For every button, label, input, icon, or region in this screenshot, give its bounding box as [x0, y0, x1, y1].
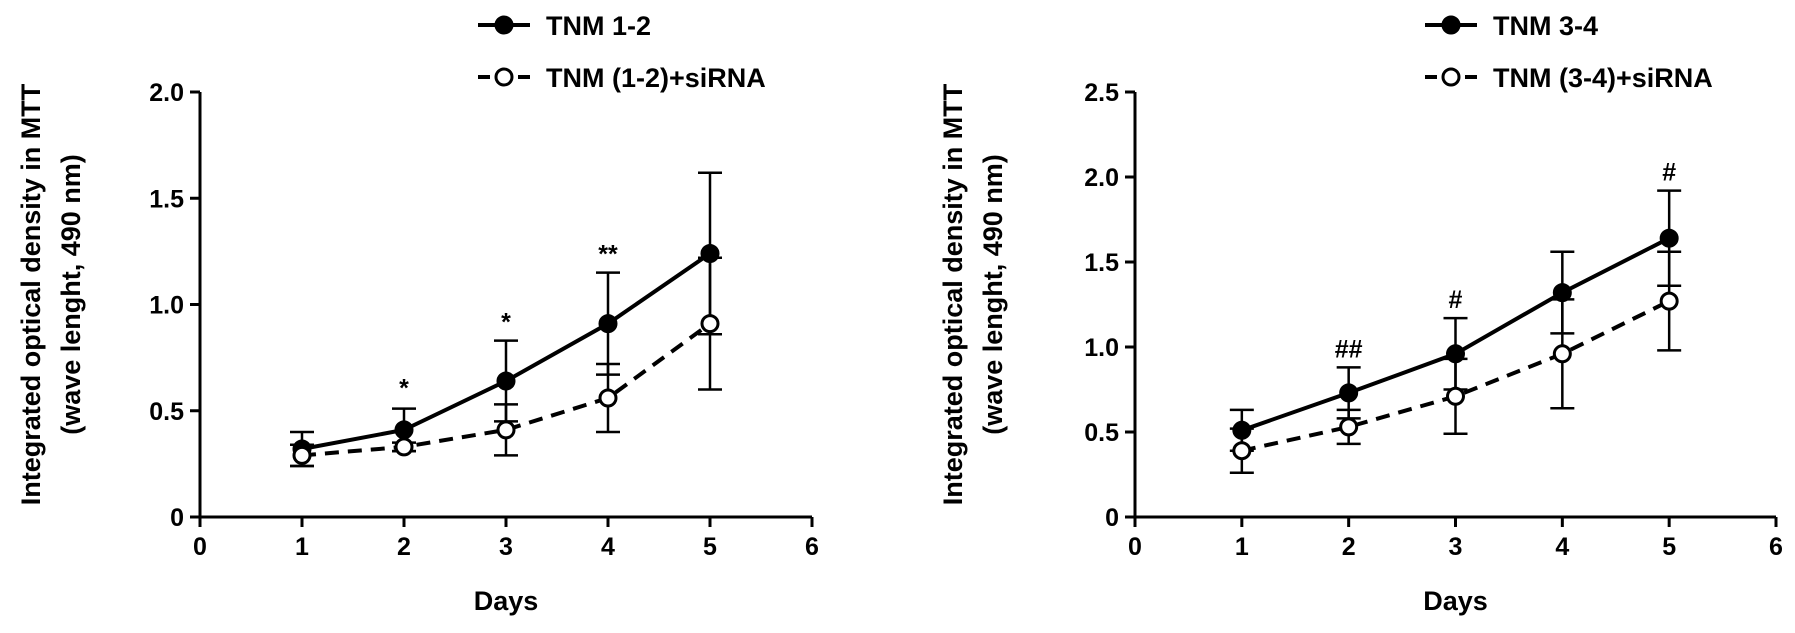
legend-marker — [494, 67, 514, 87]
x-tick-label: 6 — [1769, 533, 1783, 561]
y-tick-label: 1.0 — [1084, 334, 1119, 362]
x-tick-label: 0 — [1128, 533, 1142, 561]
y-axis-title-line-2: (wave lenght, 490 nm) — [56, 154, 86, 435]
y-axis-title-line-1: Integrated optical density in MTT — [938, 83, 968, 505]
data-point — [1339, 417, 1359, 437]
data-point — [1232, 441, 1252, 461]
chart-tnm-3-4: 0 0.5 1.0 1.5 2.0 2.5 0 1 2 3 4 5 6 Days Integrated op… — [938, 11, 1783, 616]
data-point — [598, 388, 618, 408]
chart-tnm-1-2: 0 0.5 1.0 1.5 2.0 0 1 2 3 4 5 6 Days Integrated optic… — [16, 11, 819, 616]
data-point — [1659, 291, 1679, 311]
legend-item: TNM 3-4 — [1425, 11, 1598, 41]
y-tick-label: 2.0 — [1084, 164, 1119, 192]
data-point — [292, 445, 312, 465]
y-tick-label: 1.0 — [149, 292, 184, 320]
x-tick-label: 6 — [805, 533, 819, 561]
legend-label: TNM 1-2 — [546, 11, 651, 41]
y-tick-label: 1.5 — [1084, 249, 1119, 277]
x-tick-label: 3 — [1449, 533, 1463, 561]
data-point — [1552, 344, 1572, 364]
data-point — [700, 314, 720, 334]
legend-label: TNM 3-4 — [1493, 11, 1598, 41]
legend-item: TNM 1-2 — [478, 11, 651, 41]
series-line — [301, 322, 712, 458]
data-point — [394, 437, 414, 457]
x-tick-label: 4 — [1555, 533, 1569, 561]
data-point — [496, 371, 516, 391]
data-point — [1446, 386, 1465, 406]
x-tick-label: 4 — [601, 533, 615, 561]
y-tick-label: 1.5 — [149, 185, 184, 213]
significance-marker: # — [1449, 286, 1463, 314]
legend-item: TNM (1-2)+siRNA — [478, 63, 766, 93]
x-tick-label: 1 — [295, 533, 309, 561]
legend-label: TNM (1-2)+siRNA — [546, 63, 766, 93]
legend-marker — [1441, 67, 1461, 87]
significance-marker: ## — [1335, 335, 1363, 363]
y-tick-label: 2.0 — [149, 79, 184, 107]
significance-marker: # — [1662, 159, 1676, 187]
series-sirna — [1229, 250, 1682, 475]
significance-marker: * — [399, 375, 409, 403]
legend-label: TNM (3-4)+siRNA — [1493, 63, 1713, 93]
y-tick-label: 0 — [1105, 504, 1119, 532]
legend-item: TNM (3-4)+siRNA — [1425, 63, 1713, 93]
x-tick-label: 3 — [499, 533, 513, 561]
significance-marker: * — [501, 309, 511, 337]
y-tick-label: 2.5 — [1084, 79, 1119, 107]
x-tick-label: 5 — [703, 533, 717, 561]
x-tick-label: 2 — [1342, 533, 1356, 561]
series-sirna — [290, 256, 722, 468]
data-point — [394, 420, 414, 440]
y-tick-label: 0.5 — [1084, 419, 1119, 447]
y-tick-label: 0.5 — [149, 398, 184, 426]
data-point — [1659, 228, 1679, 248]
data-point — [598, 314, 618, 334]
x-axis-title: Days — [1423, 586, 1488, 616]
x-tick-label: 0 — [193, 533, 207, 561]
significance-marker: ** — [598, 241, 618, 269]
y-axis-title-line-1: Integrated optical density in MTT — [16, 83, 46, 505]
data-point — [496, 420, 516, 440]
y-tick-label: 0 — [170, 504, 184, 532]
data-point — [1339, 383, 1359, 403]
legend-marker — [1441, 15, 1461, 35]
x-tick-label: 5 — [1662, 533, 1676, 561]
x-tick-label: 2 — [397, 533, 411, 561]
x-tick-label: 1 — [1235, 533, 1249, 561]
x-axis-title: Days — [474, 586, 539, 616]
y-axis-title-line-2: (wave lenght, 490 nm) — [978, 154, 1008, 435]
legend-marker — [494, 15, 514, 35]
